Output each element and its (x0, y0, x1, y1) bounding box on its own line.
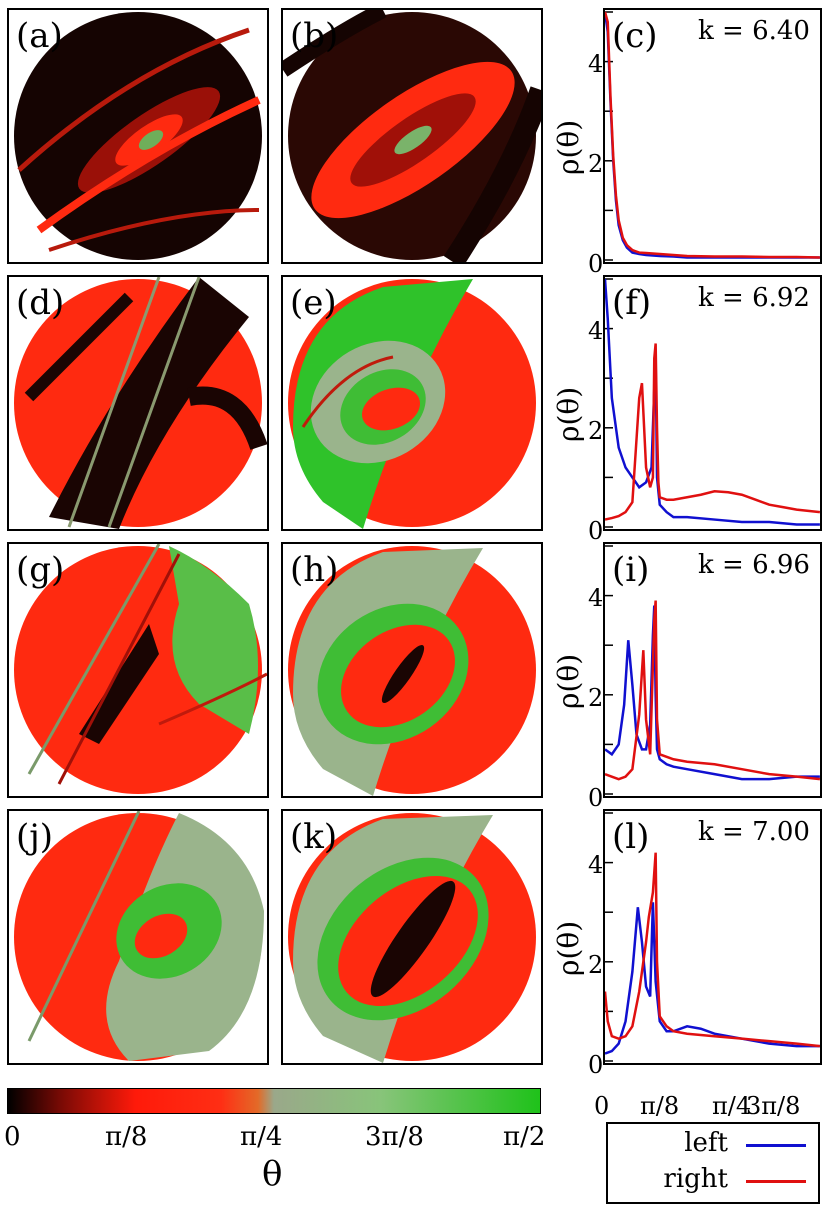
colorbar-tick-pi2: π/2 (503, 1122, 546, 1152)
density-panel-l (603, 809, 822, 1065)
ytick-f-4: 4 (588, 317, 604, 345)
legend-label-left: left (684, 1128, 728, 1158)
ytick-l-4: 4 (588, 851, 604, 879)
ylabel-i: ρ(θ) (552, 653, 585, 709)
colorbar-tick-3pi8: 3π/8 (365, 1122, 424, 1152)
map-g (14, 544, 267, 794)
ytick-c-4: 4 (588, 50, 604, 78)
map-panel-b (281, 8, 543, 264)
ytick-f-0: 0 (588, 517, 604, 545)
map-b (283, 10, 541, 262)
density-plot-f (605, 278, 820, 528)
map-panel-a (7, 8, 269, 264)
map-panel-h (281, 542, 543, 798)
density-plot-l (605, 812, 820, 1062)
density-plot-i (605, 545, 820, 795)
panel-label-j: (j) (16, 817, 54, 857)
panel-label-e: (e) (290, 283, 337, 323)
legend: left right (606, 1122, 820, 1204)
panel-label-k: (k) (290, 817, 338, 857)
k-value-c: k = 6.40 (698, 16, 810, 46)
k-value-f: k = 6.92 (698, 283, 810, 313)
ytick-i-4: 4 (588, 584, 604, 612)
series-line-right (605, 11, 820, 259)
k-value-l: k = 7.00 (698, 817, 810, 847)
series-line-right (605, 852, 820, 1048)
ytick-f-2: 2 (588, 417, 604, 445)
map-panel-g (7, 542, 269, 798)
series-line-left (605, 605, 820, 781)
legend-swatch-left (746, 1144, 806, 1147)
xtick-pi4: π/4 (712, 1092, 752, 1120)
series-line-right (605, 600, 820, 781)
panel-label-d: (d) (16, 283, 65, 323)
panel-label-h: (h) (290, 550, 339, 590)
legend-label-right: right (663, 1164, 728, 1194)
map-panel-e (281, 275, 543, 531)
map-h (288, 546, 536, 796)
legend-swatch-right (746, 1180, 806, 1183)
map-panel-d (7, 275, 269, 531)
density-panel-i (603, 542, 822, 798)
colorbar-tick-0: 0 (4, 1122, 21, 1152)
density-panel-c (603, 8, 822, 264)
ytick-i-2: 2 (588, 684, 604, 712)
colorbar-tick-pi4: π/4 (240, 1122, 283, 1152)
ytick-l-0: 0 (588, 1051, 604, 1079)
map-j (14, 811, 264, 1061)
xtick-0: 0 (594, 1092, 610, 1120)
legend-entry-left: left (608, 1128, 818, 1164)
density-plot-c (605, 11, 820, 261)
ylabel-c: ρ(θ) (552, 119, 585, 175)
legend-entry-right: right (608, 1164, 818, 1200)
ytick-c-2: 2 (588, 150, 604, 178)
panel-label-c: (c) (612, 16, 658, 56)
xtick-pi8: π/8 (640, 1092, 680, 1120)
ytick-l-2: 2 (588, 951, 604, 979)
map-e (288, 279, 536, 529)
map-d (14, 277, 267, 529)
k-value-i: k = 6.96 (698, 550, 810, 580)
panel-label-l: (l) (612, 817, 650, 857)
series-line-left (605, 902, 820, 1055)
ylabel-l: ρ(θ) (552, 920, 585, 976)
ytick-c-0: 0 (588, 250, 604, 278)
map-panel-k (281, 809, 543, 1065)
colorbar (7, 1088, 541, 1114)
ytick-i-0: 0 (588, 784, 604, 812)
panel-label-g: (g) (16, 550, 65, 590)
colorbar-tick-pi8: π/8 (105, 1122, 148, 1152)
colorbar-label: θ (262, 1154, 283, 1194)
panel-label-b: (b) (290, 16, 339, 56)
density-panel-f (603, 275, 822, 531)
panel-label-f: (f) (612, 283, 652, 323)
ylabel-f: ρ(θ) (552, 386, 585, 442)
panel-label-a: (a) (16, 16, 63, 56)
map-panel-j (7, 809, 269, 1065)
xtick-3pi8: 3π/8 (746, 1092, 801, 1120)
map-k (288, 813, 536, 1063)
series-line-right (605, 343, 820, 521)
map-a (14, 12, 262, 260)
panel-label-i: (i) (612, 550, 650, 590)
